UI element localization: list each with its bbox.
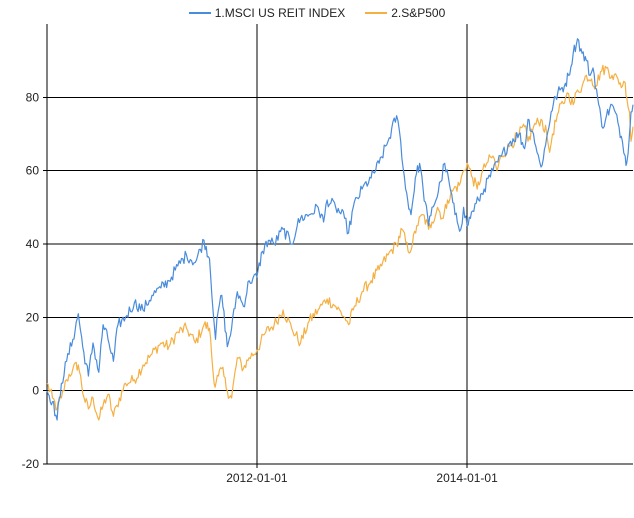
legend-label-sp500: 2.S&P500 bbox=[391, 6, 446, 20]
y-tick-label: 20 bbox=[26, 310, 40, 324]
series-line-sp500 bbox=[46, 64, 634, 421]
y-tick-label: -20 bbox=[22, 457, 40, 471]
y-tick-label: 60 bbox=[26, 164, 40, 178]
y-tick-label: 80 bbox=[26, 90, 40, 104]
y-tick-label: 40 bbox=[26, 237, 40, 251]
x-tick-label: 2012-01-01 bbox=[226, 471, 288, 485]
legend: 1.MSCI US REIT INDEX 2.S&P500 bbox=[0, 4, 634, 22]
legend-swatch-sp500 bbox=[365, 12, 388, 14]
series-line-reit bbox=[46, 38, 634, 421]
x-tick-label: 2014-01-01 bbox=[436, 471, 498, 485]
legend-item-sp500[interactable]: 2.S&P500 bbox=[365, 6, 445, 20]
legend-item-reit[interactable]: 1.MSCI US REIT INDEX bbox=[188, 6, 346, 20]
legend-swatch-reit bbox=[188, 12, 211, 14]
legend-label-reit: 1.MSCI US REIT INDEX bbox=[214, 6, 346, 20]
y-tick-label: 0 bbox=[32, 384, 39, 398]
